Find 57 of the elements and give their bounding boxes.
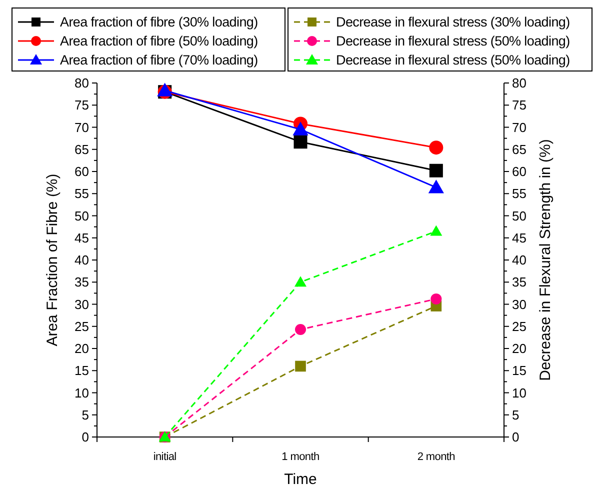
point: [295, 324, 306, 335]
y2-tick-label: 20: [512, 341, 526, 356]
y-tick-label: 45: [74, 230, 89, 246]
point: [430, 225, 442, 236]
y-tick-label: 75: [74, 98, 89, 113]
y-tick-label: 80: [74, 76, 89, 91]
y-tick-label: 20: [74, 341, 89, 356]
y2-tick-label: 60: [512, 164, 526, 180]
y2-tick-label: 35: [512, 274, 526, 290]
point: [295, 360, 306, 372]
y2-tick-label: 0: [512, 430, 520, 445]
legend-label: Area fraction of fibre (50% loading): [60, 34, 258, 49]
point: [294, 135, 308, 149]
point: [294, 276, 306, 287]
legend-label: Area fraction of fibre (70% loading): [60, 52, 258, 68]
y2-tick-label: 65: [512, 142, 526, 157]
y2-tick-label: 75: [512, 98, 526, 113]
point: [292, 122, 308, 136]
y-tick-label: 35: [74, 274, 89, 290]
y-tick-label: 55: [74, 186, 89, 202]
legend-label: Decrease in flexural stress (30% loading): [336, 14, 570, 30]
y-tick-label: 40: [74, 252, 89, 268]
y2-axis-title: Decrease in Flexural Strength in (%): [537, 139, 554, 381]
y-tick-label: 5: [82, 407, 89, 422]
y-tick-label: 10: [74, 385, 89, 400]
y2-tick-label: 10: [512, 385, 526, 400]
y2-tick-label: 15: [512, 363, 526, 378]
y2-tick-label: 25: [512, 318, 526, 334]
y2-tick-label: 80: [512, 76, 526, 91]
y-tick-label: 60: [74, 164, 89, 180]
x-tick-label: 1 month: [282, 451, 320, 463]
y-tick-label: 30: [74, 296, 89, 312]
x-tick-label: initial: [153, 451, 176, 463]
legend-label: Decrease in flexural stress (50% loading): [336, 34, 570, 49]
y2-tick-label: 45: [512, 230, 526, 246]
y-tick-label: 0: [82, 430, 89, 445]
y2-tick-label: 55: [512, 186, 526, 202]
y2-tick-label: 70: [512, 120, 526, 135]
y-axis-title: Area Fraction of Fibre (%): [44, 174, 61, 346]
y2-tick-label: 50: [512, 208, 526, 224]
point: [157, 82, 173, 96]
point: [429, 164, 443, 178]
point: [428, 180, 444, 194]
y2-tick-label: 5: [512, 407, 520, 422]
legend-label: Area fraction of fibre (30% loading): [60, 14, 258, 30]
y2-tick-label: 40: [512, 252, 526, 268]
y-tick-label: 50: [74, 208, 89, 224]
y-tick-label: 25: [74, 318, 89, 334]
y-tick-label: 15: [74, 363, 89, 378]
y-tick-label: 65: [74, 142, 89, 157]
y2-tick-label: 30: [512, 296, 526, 312]
x-axis-title: Time: [284, 471, 317, 488]
x-tick-label: 2 month: [417, 451, 456, 463]
legend-label: Decrease in flexural stress (50% loading): [336, 52, 570, 68]
point: [430, 293, 442, 304]
point: [429, 140, 444, 155]
y-tick-label: 70: [74, 120, 89, 135]
